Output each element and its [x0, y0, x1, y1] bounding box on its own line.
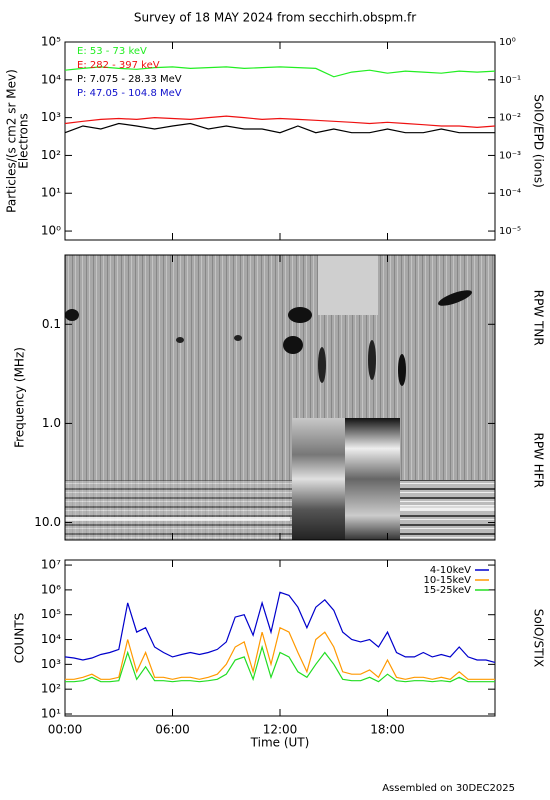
- x-tick-label: 06:00: [155, 723, 190, 737]
- x-tick-label: 18:00: [370, 723, 405, 737]
- legend-label: 4-10keV: [430, 565, 471, 576]
- y-tick-label: 10⁷: [41, 558, 61, 572]
- y-tick-label: 10⁴: [41, 632, 61, 646]
- legend-label: 10-15keV: [424, 575, 472, 586]
- series-line: [64, 66, 496, 78]
- y2-tick-label: 10⁻¹: [499, 75, 521, 86]
- x-tick-label: 12:00: [263, 723, 298, 737]
- y2-tick-label: 10⁻⁵: [499, 226, 521, 237]
- legend-label: E: 53 - 73 keV: [77, 46, 147, 57]
- series-line: [65, 626, 495, 680]
- y2-axis-label: SolO/EPD (ions): [532, 94, 546, 188]
- y-axis-label: COUNTS: [13, 613, 27, 664]
- y-axis-label: Electrons: [17, 113, 31, 168]
- legend-label: E: 282 - 397 keV: [77, 60, 160, 71]
- y-axis-label: Particles/(s cm2 sr Mev): [5, 69, 19, 213]
- panel-label: RPW HFR: [532, 432, 546, 488]
- series-line: [65, 644, 495, 683]
- page-title: Survey of 18 MAY 2024 from secchirh.obsp…: [134, 11, 416, 25]
- y-tick-label: 10⁴: [41, 72, 61, 86]
- y-tick-label: 10²: [41, 682, 61, 696]
- series-line: [64, 122, 495, 134]
- y-tick-label: 10²: [41, 148, 61, 162]
- y2-tick-label: 10⁻²: [499, 113, 521, 124]
- y2-axis-label: SolO/STIX: [532, 609, 546, 668]
- series-line: [64, 591, 496, 663]
- y-tick-label: 10³: [41, 110, 61, 124]
- y-tick-label: 10.0: [34, 515, 61, 529]
- x-axis-label: Time (UT): [250, 736, 310, 750]
- y-tick-label: 0.1: [42, 317, 61, 331]
- x-tick-label: 00:00: [48, 723, 83, 737]
- y-tick-label: 10⁶: [41, 582, 61, 596]
- y-tick-label: 10³: [41, 657, 61, 671]
- y-axis-label: Frequency (MHz): [13, 347, 27, 448]
- spectrogram-image: [65, 255, 495, 540]
- y-tick-label: 10⁰: [41, 224, 61, 238]
- plot-frame: [64, 41, 496, 241]
- y-tick-label: 10⁵: [41, 35, 61, 49]
- y2-tick-label: 10⁻⁴: [499, 188, 521, 199]
- y-tick-label: 10⁵: [41, 607, 61, 621]
- footer: Assembled on 30DEC2025: [382, 783, 515, 794]
- legend-label: 15-25keV: [424, 585, 472, 596]
- y-tick-label: 10¹: [41, 706, 61, 720]
- series-line: [64, 115, 496, 129]
- legend-label: P: 47.05 - 104.8 MeV: [77, 88, 182, 99]
- y-tick-label: 10¹: [41, 186, 61, 200]
- y2-tick-label: 10⁻³: [499, 150, 521, 161]
- legend-label: P: 7.075 - 28.33 MeV: [77, 74, 182, 85]
- panel-label: RPW TNR: [532, 290, 546, 346]
- y2-tick-label: 10⁰: [499, 37, 516, 48]
- y-tick-label: 1.0: [42, 416, 61, 430]
